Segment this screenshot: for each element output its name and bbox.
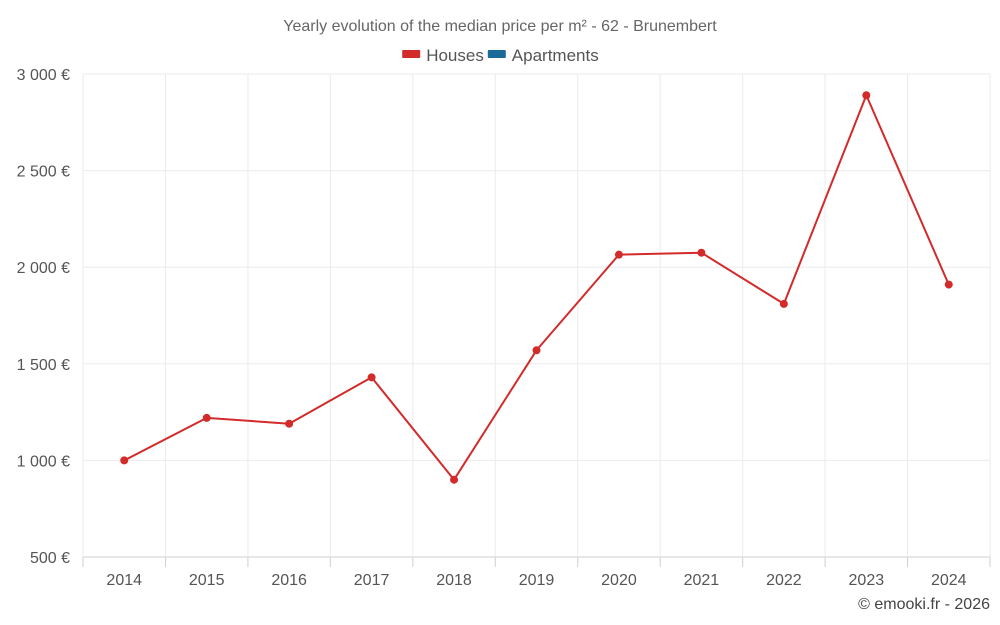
- legend-label: Apartments: [512, 46, 599, 65]
- y-tick-label: 2 000 €: [17, 260, 70, 277]
- x-tick-label: 2014: [106, 572, 142, 589]
- y-tick-label: 500 €: [30, 550, 70, 567]
- chart-title: Yearly evolution of the median price per…: [283, 18, 717, 35]
- x-axis: 2014 2015 2016 2017 2018 2019 2020 2021 2022 2023…: [82, 557, 991, 589]
- y-tick-label: 1 500 €: [17, 357, 70, 374]
- data-point[interactable]: [202, 413, 211, 422]
- legend-item-apartments[interactable]: Apartments: [487, 46, 599, 65]
- x-tick-label: 2021: [684, 572, 720, 589]
- x-tick-label: 2018: [436, 572, 472, 589]
- data-point[interactable]: [532, 346, 541, 355]
- data-point[interactable]: [779, 299, 788, 308]
- y-axis: 500 € 1 000 € 1 500 € 2 000 € 2 500 € 3 000 €: [17, 67, 70, 567]
- data-point[interactable]: [120, 456, 129, 465]
- legend: Houses Apartments: [402, 46, 599, 65]
- x-tick-label: 2017: [354, 572, 390, 589]
- x-tick-label: 2016: [271, 572, 307, 589]
- y-tick-label: 3 000 €: [17, 67, 70, 84]
- data-point[interactable]: [697, 248, 706, 257]
- x-tick-label: 2015: [189, 572, 225, 589]
- data-point[interactable]: [614, 250, 623, 259]
- legend-swatch: [487, 50, 506, 58]
- credit-text: © emooki.fr - 2026: [858, 596, 990, 613]
- x-tick-label: 2022: [766, 572, 802, 589]
- data-point[interactable]: [450, 475, 459, 484]
- y-tick-label: 1 000 €: [17, 453, 70, 470]
- legend-label: Houses: [426, 46, 484, 65]
- series-layer: [120, 91, 953, 484]
- x-tick-label: 2020: [601, 572, 637, 589]
- data-point[interactable]: [367, 373, 376, 382]
- x-tick-label: 2019: [519, 572, 555, 589]
- x-tick-label: 2023: [849, 572, 885, 589]
- data-point[interactable]: [944, 280, 953, 289]
- data-point[interactable]: [285, 419, 294, 428]
- y-tick-label: 2 500 €: [17, 164, 70, 181]
- data-point[interactable]: [862, 91, 871, 100]
- grid: [82, 73, 991, 558]
- legend-item-houses[interactable]: Houses: [402, 46, 484, 65]
- legend-swatch: [402, 50, 421, 58]
- x-tick-label: 2024: [931, 572, 967, 589]
